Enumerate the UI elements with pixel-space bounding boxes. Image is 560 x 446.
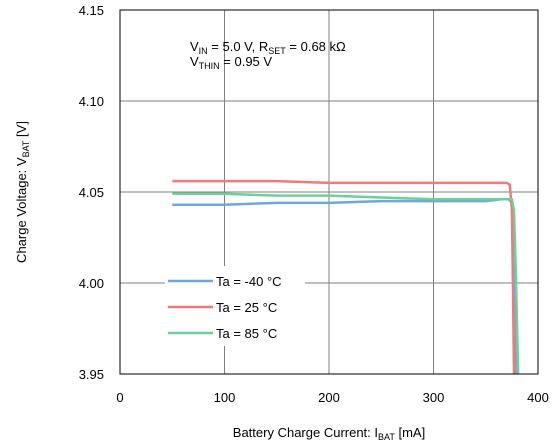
series-line-3 (172, 192, 520, 375)
x-tick-labels: 0 100 200 300 400 (116, 390, 548, 405)
y-tick-label: 4.05 (79, 185, 104, 200)
y-tick-label: 4.10 (79, 94, 104, 109)
x-tick-label: 100 (214, 390, 236, 405)
x-tick-label: 400 (527, 390, 549, 405)
legend-label: Ta = 25 °C (216, 300, 277, 315)
legend-label: Ta = 85 °C (216, 326, 277, 341)
legend-label: Ta = -40 °C (216, 274, 282, 289)
x-tick-label: 300 (423, 390, 445, 405)
y-axis-title: Charge Voltage: VBAT [V] (14, 121, 31, 263)
plot-frame (119, 9, 539, 375)
x-tick-label: 200 (318, 390, 340, 405)
series-line-2 (172, 179, 516, 375)
annotation-line-2: VTHIN = 0.95 V (190, 54, 272, 71)
condition-annotation: VIN = 5.0 V, RSET = 0.68 kΩ VTHIN = 0.95… (190, 39, 346, 71)
x-axis-title: Battery Charge Current: IBAT [mA] (233, 425, 425, 442)
y-tick-label: 4.15 (79, 3, 104, 18)
y-tick-labels: 3.95 4.00 4.05 4.10 4.15 (79, 3, 104, 382)
y-tick-label: 4.00 (79, 276, 104, 291)
legend: Ta = -40 °C Ta = 25 °C Ta = 85 °C (165, 266, 305, 346)
y-tick-label: 3.95 (79, 367, 104, 382)
series-lines (172, 179, 520, 375)
x-tick-label: 0 (116, 390, 123, 405)
annotation-line-1: VIN = 5.0 V, RSET = 0.68 kΩ (190, 39, 346, 56)
